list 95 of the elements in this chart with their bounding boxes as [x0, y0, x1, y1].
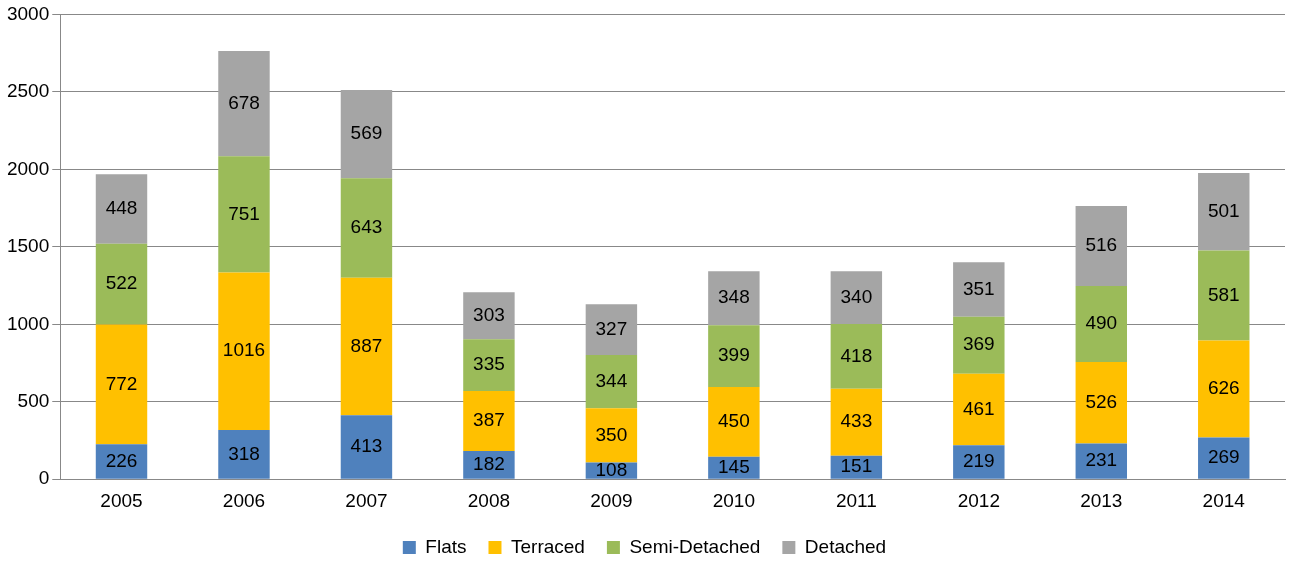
- bar: [708, 325, 760, 388]
- data-label: 581: [1207, 283, 1240, 305]
- data-label: 433: [840, 410, 873, 432]
- legend-label: Flats: [425, 535, 467, 557]
- bar: [708, 387, 760, 457]
- x-tick-label: 2011: [835, 489, 877, 511]
- data-label: 643: [350, 216, 383, 238]
- data-label: 335: [473, 353, 505, 375]
- data-label: 751: [228, 202, 260, 224]
- data-label: 461: [962, 397, 995, 419]
- x-tick-label: 2009: [590, 489, 633, 511]
- data-label: 448: [105, 197, 138, 219]
- x-tick-label: 2007: [345, 489, 388, 511]
- bar: [1198, 340, 1250, 438]
- bar: [218, 429, 270, 479]
- data-label: 182: [473, 453, 505, 475]
- bar: [218, 51, 270, 157]
- x-tick-label: 2012: [957, 489, 1000, 511]
- bar: [95, 243, 148, 325]
- bar: [953, 445, 1005, 479]
- bar: [1075, 206, 1128, 286]
- bar: [830, 388, 883, 456]
- bar: [585, 304, 638, 355]
- bar: [95, 324, 148, 445]
- data-label: 526: [1085, 390, 1118, 412]
- data-label: 569: [350, 122, 383, 144]
- legend-label: Terraced: [510, 535, 585, 557]
- bar: [953, 373, 1005, 446]
- y-tick-label: 2500: [6, 80, 50, 102]
- bar: [1075, 361, 1128, 444]
- data-label: 522: [105, 272, 138, 294]
- data-label: 413: [350, 435, 383, 457]
- bar: [463, 391, 515, 451]
- y-tick-label: 500: [17, 389, 50, 411]
- x-tick-label: 2014: [1202, 489, 1246, 511]
- data-label: 226: [105, 449, 138, 471]
- y-tick-label: 1000: [6, 312, 50, 334]
- bar: [1198, 250, 1250, 341]
- bar: [340, 277, 393, 416]
- bar: [218, 156, 270, 273]
- data-label: 340: [840, 285, 873, 307]
- bar: [953, 262, 1005, 317]
- data-label: 516: [1085, 234, 1118, 256]
- bar: [463, 339, 515, 392]
- data-label: 219: [962, 450, 995, 472]
- bar: [95, 174, 148, 244]
- data-label: 501: [1207, 199, 1240, 221]
- data-label: 450: [718, 410, 750, 432]
- data-label: 108: [595, 458, 628, 480]
- x-tick-label: 2008: [467, 489, 511, 511]
- data-label: 369: [962, 333, 995, 355]
- y-tick-label: 3000: [6, 2, 50, 24]
- legend-label: Detached: [804, 535, 887, 557]
- data-label: 887: [350, 334, 383, 356]
- data-label: 399: [718, 344, 750, 366]
- y-tick-label: 0: [38, 467, 50, 489]
- x-tick-label: 2005: [100, 489, 143, 511]
- data-label: 269: [1207, 446, 1240, 468]
- bar: [340, 178, 393, 278]
- bar: [463, 292, 515, 340]
- x-tick-label: 2010: [712, 489, 756, 511]
- y-tick-label: 1500: [6, 235, 50, 257]
- data-label: 1016: [222, 339, 266, 361]
- bar: [340, 90, 393, 179]
- data-label: 327: [595, 317, 628, 339]
- data-label: 303: [473, 303, 505, 325]
- data-label: 387: [473, 409, 505, 431]
- bar: [585, 408, 638, 463]
- data-label: 678: [228, 91, 260, 113]
- data-label: 490: [1085, 312, 1118, 334]
- bar: [830, 323, 883, 389]
- bar: [1075, 286, 1128, 362]
- data-label: 418: [840, 344, 873, 366]
- x-tick-label: 2013: [1080, 489, 1123, 511]
- bar: [218, 272, 270, 430]
- bar: [830, 271, 883, 324]
- data-label: 145: [718, 455, 750, 477]
- data-label: 351: [962, 277, 995, 299]
- bar: [953, 316, 1005, 374]
- bar: [585, 354, 638, 409]
- data-label: 626: [1207, 377, 1240, 399]
- data-label: 318: [228, 442, 260, 464]
- x-tick-label: 2006: [222, 489, 266, 511]
- data-label: 344: [595, 369, 628, 391]
- data-label: 151: [840, 455, 873, 477]
- legend-label: Semi-Detached: [629, 535, 761, 557]
- data-label: 772: [105, 372, 138, 394]
- data-label: 350: [595, 423, 628, 445]
- data-label: 231: [1085, 449, 1118, 471]
- data-label: 348: [718, 286, 750, 308]
- bar: [708, 271, 760, 326]
- bar: [340, 415, 393, 479]
- bar: [1198, 172, 1250, 251]
- y-tick-label: 2000: [6, 157, 50, 179]
- bar: [1075, 443, 1128, 479]
